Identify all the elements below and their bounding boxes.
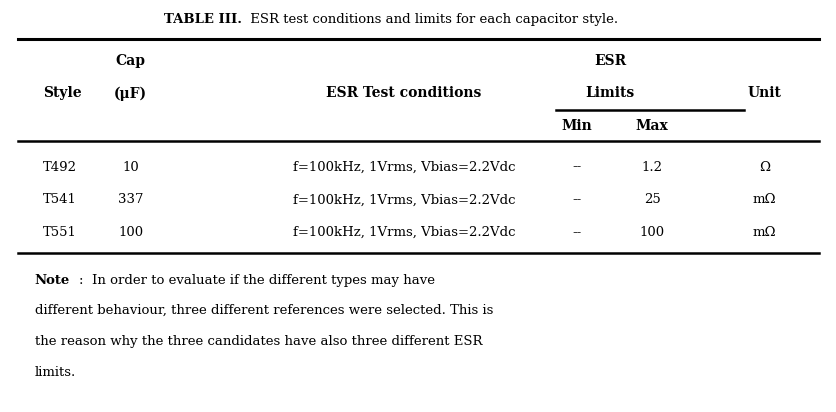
Text: ESR: ESR (594, 54, 625, 68)
Text: Style: Style (43, 87, 82, 101)
Text: ESR Test conditions: ESR Test conditions (326, 87, 481, 101)
Text: the reason why the three candidates have also three different ESR: the reason why the three candidates have… (35, 335, 482, 348)
Text: 1.2: 1.2 (641, 161, 662, 173)
Text: f=100kHz, 1Vrms, Vbias=2.2Vdc: f=100kHz, 1Vrms, Vbias=2.2Vdc (293, 161, 514, 173)
Text: f=100kHz, 1Vrms, Vbias=2.2Vdc: f=100kHz, 1Vrms, Vbias=2.2Vdc (293, 226, 514, 239)
Text: --: -- (572, 226, 581, 239)
Text: TABLE III.: TABLE III. (164, 13, 242, 26)
Text: Limits: Limits (585, 87, 635, 101)
Text: :  In order to evaluate if the different types may have: : In order to evaluate if the different … (79, 274, 435, 286)
Text: mΩ: mΩ (752, 226, 776, 239)
Text: 100: 100 (118, 226, 143, 239)
Text: 25: 25 (643, 193, 660, 206)
Text: Min: Min (561, 119, 592, 133)
Text: --: -- (572, 161, 581, 173)
Text: --: -- (572, 193, 581, 206)
Text: (μF): (μF) (114, 86, 147, 101)
Text: 337: 337 (118, 193, 143, 206)
Text: Max: Max (635, 119, 668, 133)
Text: 10: 10 (122, 161, 139, 173)
Text: T551: T551 (43, 226, 77, 239)
Text: different behaviour, three different references were selected. This is: different behaviour, three different ref… (35, 304, 492, 317)
Text: T541: T541 (43, 193, 77, 206)
Text: Ω: Ω (758, 161, 769, 173)
Text: 100: 100 (639, 226, 664, 239)
Text: mΩ: mΩ (752, 193, 776, 206)
Text: Note: Note (35, 274, 70, 286)
Text: f=100kHz, 1Vrms, Vbias=2.2Vdc: f=100kHz, 1Vrms, Vbias=2.2Vdc (293, 193, 514, 206)
Text: limits.: limits. (35, 365, 76, 379)
Text: Unit: Unit (747, 87, 781, 101)
Text: ESR test conditions and limits for each capacitor style.: ESR test conditions and limits for each … (246, 13, 617, 26)
Text: T492: T492 (43, 161, 77, 173)
Text: Cap: Cap (115, 54, 145, 68)
